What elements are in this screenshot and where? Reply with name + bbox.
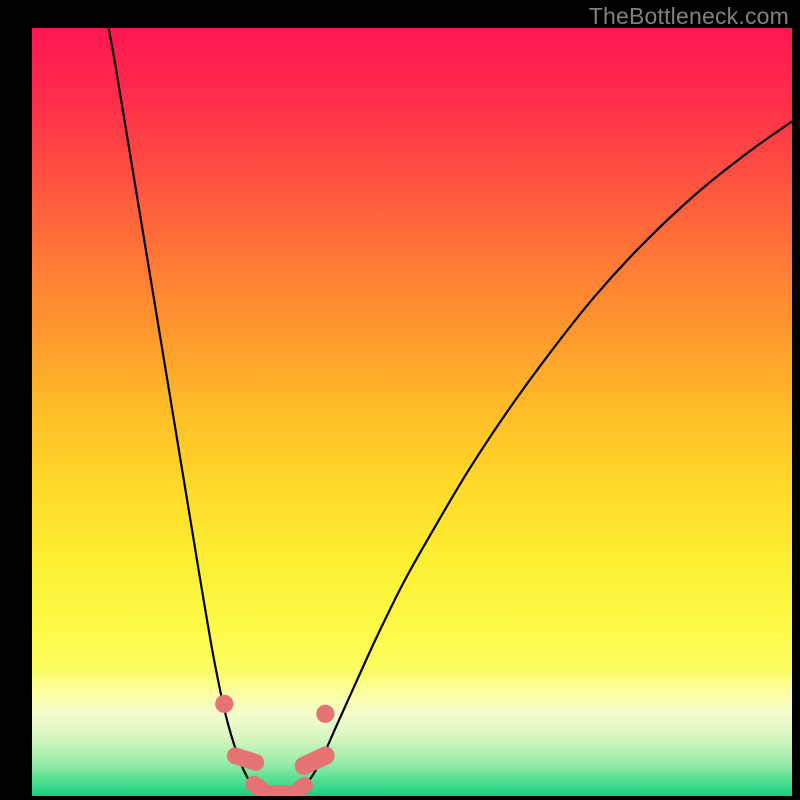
- data-marker: [316, 705, 334, 723]
- data-marker: [260, 785, 298, 796]
- data-marker: [215, 695, 233, 713]
- curve-svg-layer: [32, 28, 792, 796]
- data-marker: [225, 745, 267, 773]
- curve-left-branch: [106, 28, 268, 794]
- plot-area: [32, 28, 792, 796]
- watermark-label: TheBottleneck.com: [589, 3, 789, 30]
- curve-right-branch: [290, 116, 792, 793]
- chart-container: [0, 0, 800, 800]
